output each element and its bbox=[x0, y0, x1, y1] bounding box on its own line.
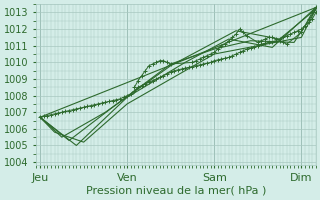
X-axis label: Pression niveau de la mer( hPa ): Pression niveau de la mer( hPa ) bbox=[86, 186, 266, 196]
